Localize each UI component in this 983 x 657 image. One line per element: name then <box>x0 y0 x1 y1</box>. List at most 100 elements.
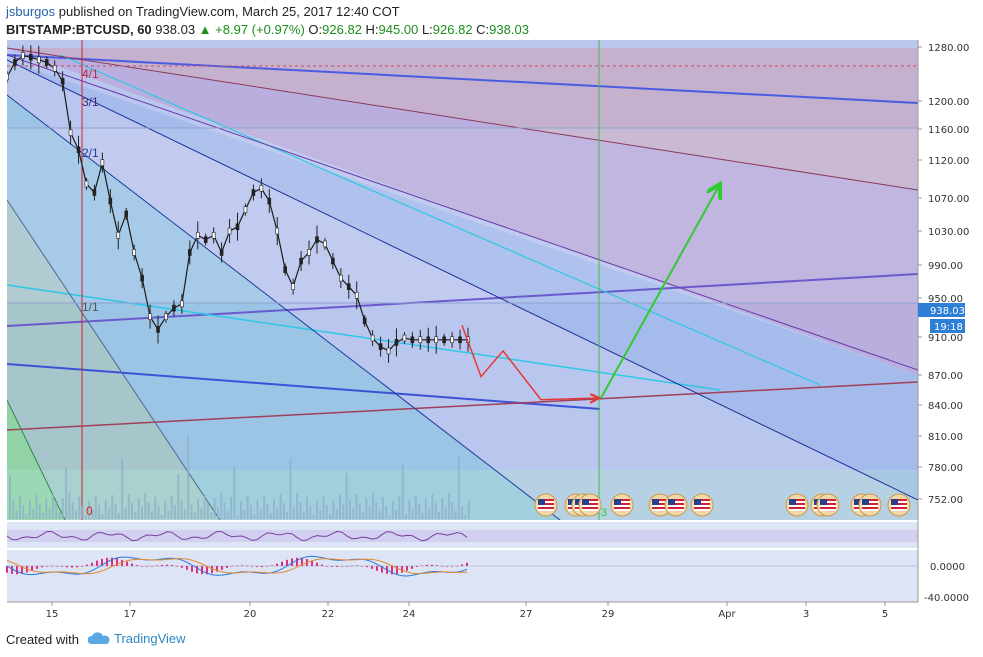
macd-hist-bar <box>226 566 228 568</box>
volume-bar <box>65 467 68 519</box>
tradingview-link[interactable]: TradingView <box>87 631 186 646</box>
volume-bar <box>395 510 398 519</box>
us-flag-icon[interactable] <box>785 493 809 517</box>
macd-hist-bar <box>256 566 258 567</box>
us-flag-icon[interactable] <box>690 493 714 517</box>
candle-body <box>291 283 295 290</box>
volume-bar <box>94 496 97 519</box>
macd-hist-bar <box>21 566 23 574</box>
volume-bar <box>441 498 444 519</box>
volume-bar <box>365 498 368 519</box>
us-flag-icon[interactable] <box>664 493 688 517</box>
macd-hist-bar <box>366 566 368 568</box>
volume-bar <box>424 499 427 519</box>
volume-bar <box>15 510 18 519</box>
volume-bar <box>164 501 167 519</box>
high-value: 945.00 <box>378 22 419 37</box>
us-flag-icon[interactable] <box>578 493 602 517</box>
us-flag-icon[interactable] <box>610 493 634 517</box>
us-flag-icon[interactable] <box>816 493 840 517</box>
candle-body <box>52 65 57 72</box>
candle-body <box>60 77 65 85</box>
time-tick-label: Apr <box>718 609 736 620</box>
macd-hist-bar <box>461 564 463 566</box>
rsi-line <box>6 530 468 542</box>
candle-body <box>148 313 152 320</box>
volume-bar <box>329 514 332 519</box>
volume-bar <box>38 504 41 519</box>
price-tick-label: 1280.00 <box>928 43 969 54</box>
volume-bar <box>464 515 467 519</box>
candle-body <box>172 304 176 312</box>
us-flag-icon[interactable] <box>648 493 672 517</box>
volume-bar <box>312 515 315 519</box>
countdown-label: 19:18 <box>934 322 963 333</box>
volume-bar <box>401 465 404 519</box>
chart-canvas[interactable]: 4/1 3/1 2/1 1/1 0 3 1280.00 1200.00 1160.0… <box>0 0 983 626</box>
volume-bar <box>223 502 226 519</box>
volume-bar <box>117 513 120 519</box>
macd-hist-bar <box>41 566 43 568</box>
volume-bar <box>91 510 94 519</box>
macd-hist-bar <box>56 566 58 567</box>
volume-bar <box>256 500 259 519</box>
rsi-band <box>7 530 918 542</box>
us-flag-icon[interactable] <box>887 493 911 517</box>
volume-bar <box>319 510 322 519</box>
macd-hist-bar <box>291 558 293 566</box>
volume-bar <box>28 500 31 519</box>
price-change: +8.97 (+0.97%) <box>215 22 305 37</box>
current-price-label: 938.03 <box>930 306 965 317</box>
price-tick-label: 810.00 <box>928 432 963 443</box>
candle-body <box>7 73 9 81</box>
volume-bar <box>398 496 401 519</box>
volume-bar <box>121 459 124 519</box>
volume-bar <box>299 502 302 519</box>
macd-hist-bar <box>161 564 163 566</box>
price-tick-label: 780.00 <box>928 463 963 474</box>
volume-bar <box>240 501 242 519</box>
macd-hist-bar <box>11 566 13 574</box>
volume-bar <box>114 504 117 519</box>
volume-bar <box>18 496 21 519</box>
macd-hist-bar <box>176 566 178 567</box>
symbol-label[interactable]: BITSTAMP:BTCUSD, 60 <box>6 22 152 37</box>
candle-body <box>331 257 335 265</box>
volume-bar <box>183 509 186 519</box>
candles <box>7 45 470 363</box>
volume-bar <box>259 509 262 519</box>
volume-bar <box>216 507 219 519</box>
up-triangle-icon: ▲ <box>198 22 212 37</box>
macd-hist-bar <box>241 565 243 566</box>
price-plot <box>7 45 470 363</box>
us-flag-icon[interactable] <box>858 493 882 517</box>
volume-bar <box>309 506 312 519</box>
volume-bar <box>431 494 434 519</box>
candle-body <box>315 236 319 243</box>
volume-bar <box>335 509 338 519</box>
candle-body <box>442 336 446 344</box>
username-link[interactable]: jsburgos <box>6 4 56 19</box>
trend-line-low <box>7 363 601 410</box>
fan-line-navy <box>7 59 918 501</box>
volume-bar <box>457 457 460 519</box>
macd-hist-bar <box>31 566 33 571</box>
volume-bar <box>213 498 216 519</box>
macd-hist-bar <box>391 566 393 575</box>
volume-bar <box>249 505 252 519</box>
candle-body <box>410 336 415 344</box>
macd-hist-bar <box>236 565 238 567</box>
macd-hist-bar <box>331 566 333 567</box>
candle-body <box>132 249 136 256</box>
macd-hist-bar <box>381 566 383 573</box>
macd-hist-bar <box>6 566 8 573</box>
price-tick-label: 1030.00 <box>928 227 969 238</box>
us-flag-icon[interactable] <box>534 493 558 517</box>
macd-hist-bar <box>466 562 468 566</box>
macd-hist-bar <box>276 563 278 566</box>
macd-hist-bar <box>416 566 418 567</box>
trend-line-mid <box>7 273 918 327</box>
time-axis[interactable] <box>7 602 918 624</box>
volume-bar <box>141 507 143 519</box>
candle-body <box>346 283 351 290</box>
